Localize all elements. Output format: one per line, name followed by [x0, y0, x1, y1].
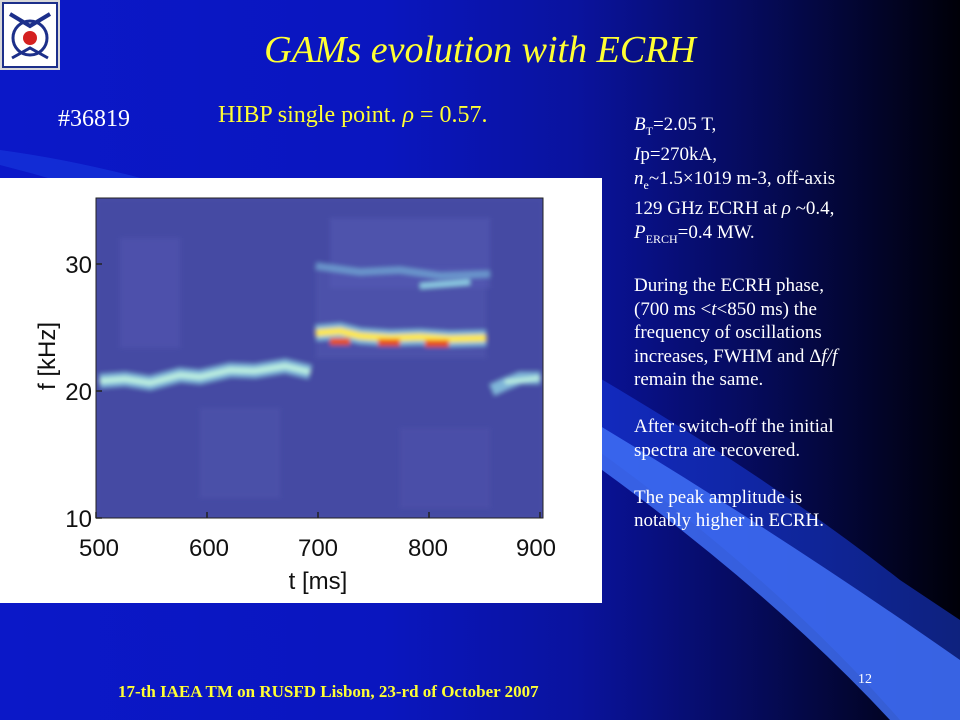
para1-line5: remain the same.: [634, 369, 764, 391]
spectrogram-figure: 10 20 30 500 600 700 800 900 t [ms] f [k…: [0, 178, 602, 603]
ne-subscript: e: [643, 177, 649, 192]
ne-symbol: n: [634, 167, 644, 189]
spectrogram-svg: 10 20 30 500 600 700 800 900 t [ms] f [k…: [34, 197, 556, 595]
bt-symbol: B: [634, 114, 646, 135]
power-value: =0.4 MW.: [677, 221, 755, 243]
bt-value: =2.05 T,: [652, 114, 717, 135]
para1-line2-t: t: [711, 298, 717, 320]
delta-symbol: Δ: [809, 345, 822, 367]
para3-line2: notably higher in ECRH.: [634, 510, 824, 532]
para1-line3: frequency of oscillations: [634, 322, 822, 344]
footer: 17-th IAEA TM on RUSFD Lisbon, 23-rd of …: [118, 682, 539, 701]
shot-number: #36819: [58, 106, 130, 132]
para1-line4: increases, FWHM and Δf/f: [634, 345, 949, 369]
spectrogram-traces: [96, 198, 543, 518]
ecrh-suffix: ~0.4,: [790, 198, 835, 220]
ecrh-prefix: 129 GHz ECRH at: [634, 198, 782, 220]
y-axis-label: f [kHz]: [34, 322, 61, 390]
y-tick-label: 30: [65, 252, 92, 279]
subtitle-rho: ρ: [402, 102, 414, 128]
x-tick-label: 800: [408, 535, 448, 562]
y-tick-labels: 10 20 30: [65, 252, 92, 533]
ecrh-rho: ρ: [781, 198, 791, 220]
subtitle-suffix: = 0.57.: [413, 102, 488, 128]
plot-frame: [95, 197, 544, 519]
subtitle: HIBP single point. ρ = 0.57.: [218, 102, 488, 129]
subtitle-prefix: HIBP single point.: [218, 102, 403, 128]
x-tick-label: 900: [516, 535, 556, 562]
para2-line1: After switch-off the initial: [634, 416, 834, 438]
institute-logo-icon: [0, 0, 60, 70]
para1-line2: (700 ms <t<850 ms) the: [634, 298, 949, 322]
para1-line4-ff: f/f: [821, 345, 838, 367]
para3-line1: The peak amplitude is: [634, 486, 803, 508]
para1-line2-pre: (700 ms <: [634, 298, 712, 320]
bt-subscript: T: [645, 123, 653, 138]
tick-marks: [95, 263, 541, 519]
ip-symbol: I: [634, 144, 641, 166]
page-number: 12: [858, 672, 872, 687]
y-tick-label: 20: [65, 379, 92, 406]
param-bt: BT=2.05 T,: [634, 113, 949, 143]
para1-line1: During the ECRH phase,: [634, 275, 824, 297]
para2-line2: spectra are recovered.: [634, 439, 801, 461]
param-ecrh: 129 GHz ECRH at ρ ~0.4,: [634, 197, 949, 221]
power-subscript: ERCH: [645, 231, 678, 246]
ne-value: ~1.5×1019 m-3, off-axis: [648, 167, 836, 189]
ip-value: p=270kA,: [640, 144, 718, 166]
x-tick-label: 500: [79, 535, 119, 562]
x-tick-label: 600: [189, 535, 229, 562]
x-tick-labels: 500 600 700 800 900: [79, 535, 556, 562]
param-ne: ne~1.5×1019 m-3, off-axis: [634, 167, 949, 197]
x-axis-label: t [ms]: [289, 568, 348, 595]
para1-line2-post: <850 ms) the: [716, 298, 817, 320]
side-text: BT=2.05 T, Ip=270kA, ne~1.5×1019 m-3, of…: [634, 113, 949, 533]
slide-title: GAMs evolution with ECRH: [264, 29, 696, 71]
param-power: PERCH=0.4 MW.: [634, 221, 949, 251]
power-symbol: P: [634, 221, 646, 243]
y-tick-label: 10: [65, 506, 92, 533]
para1-line4-pre: increases, FWHM and: [634, 345, 810, 367]
x-tick-label: 700: [298, 535, 338, 562]
param-ip: Ip=270kA,: [634, 143, 949, 167]
